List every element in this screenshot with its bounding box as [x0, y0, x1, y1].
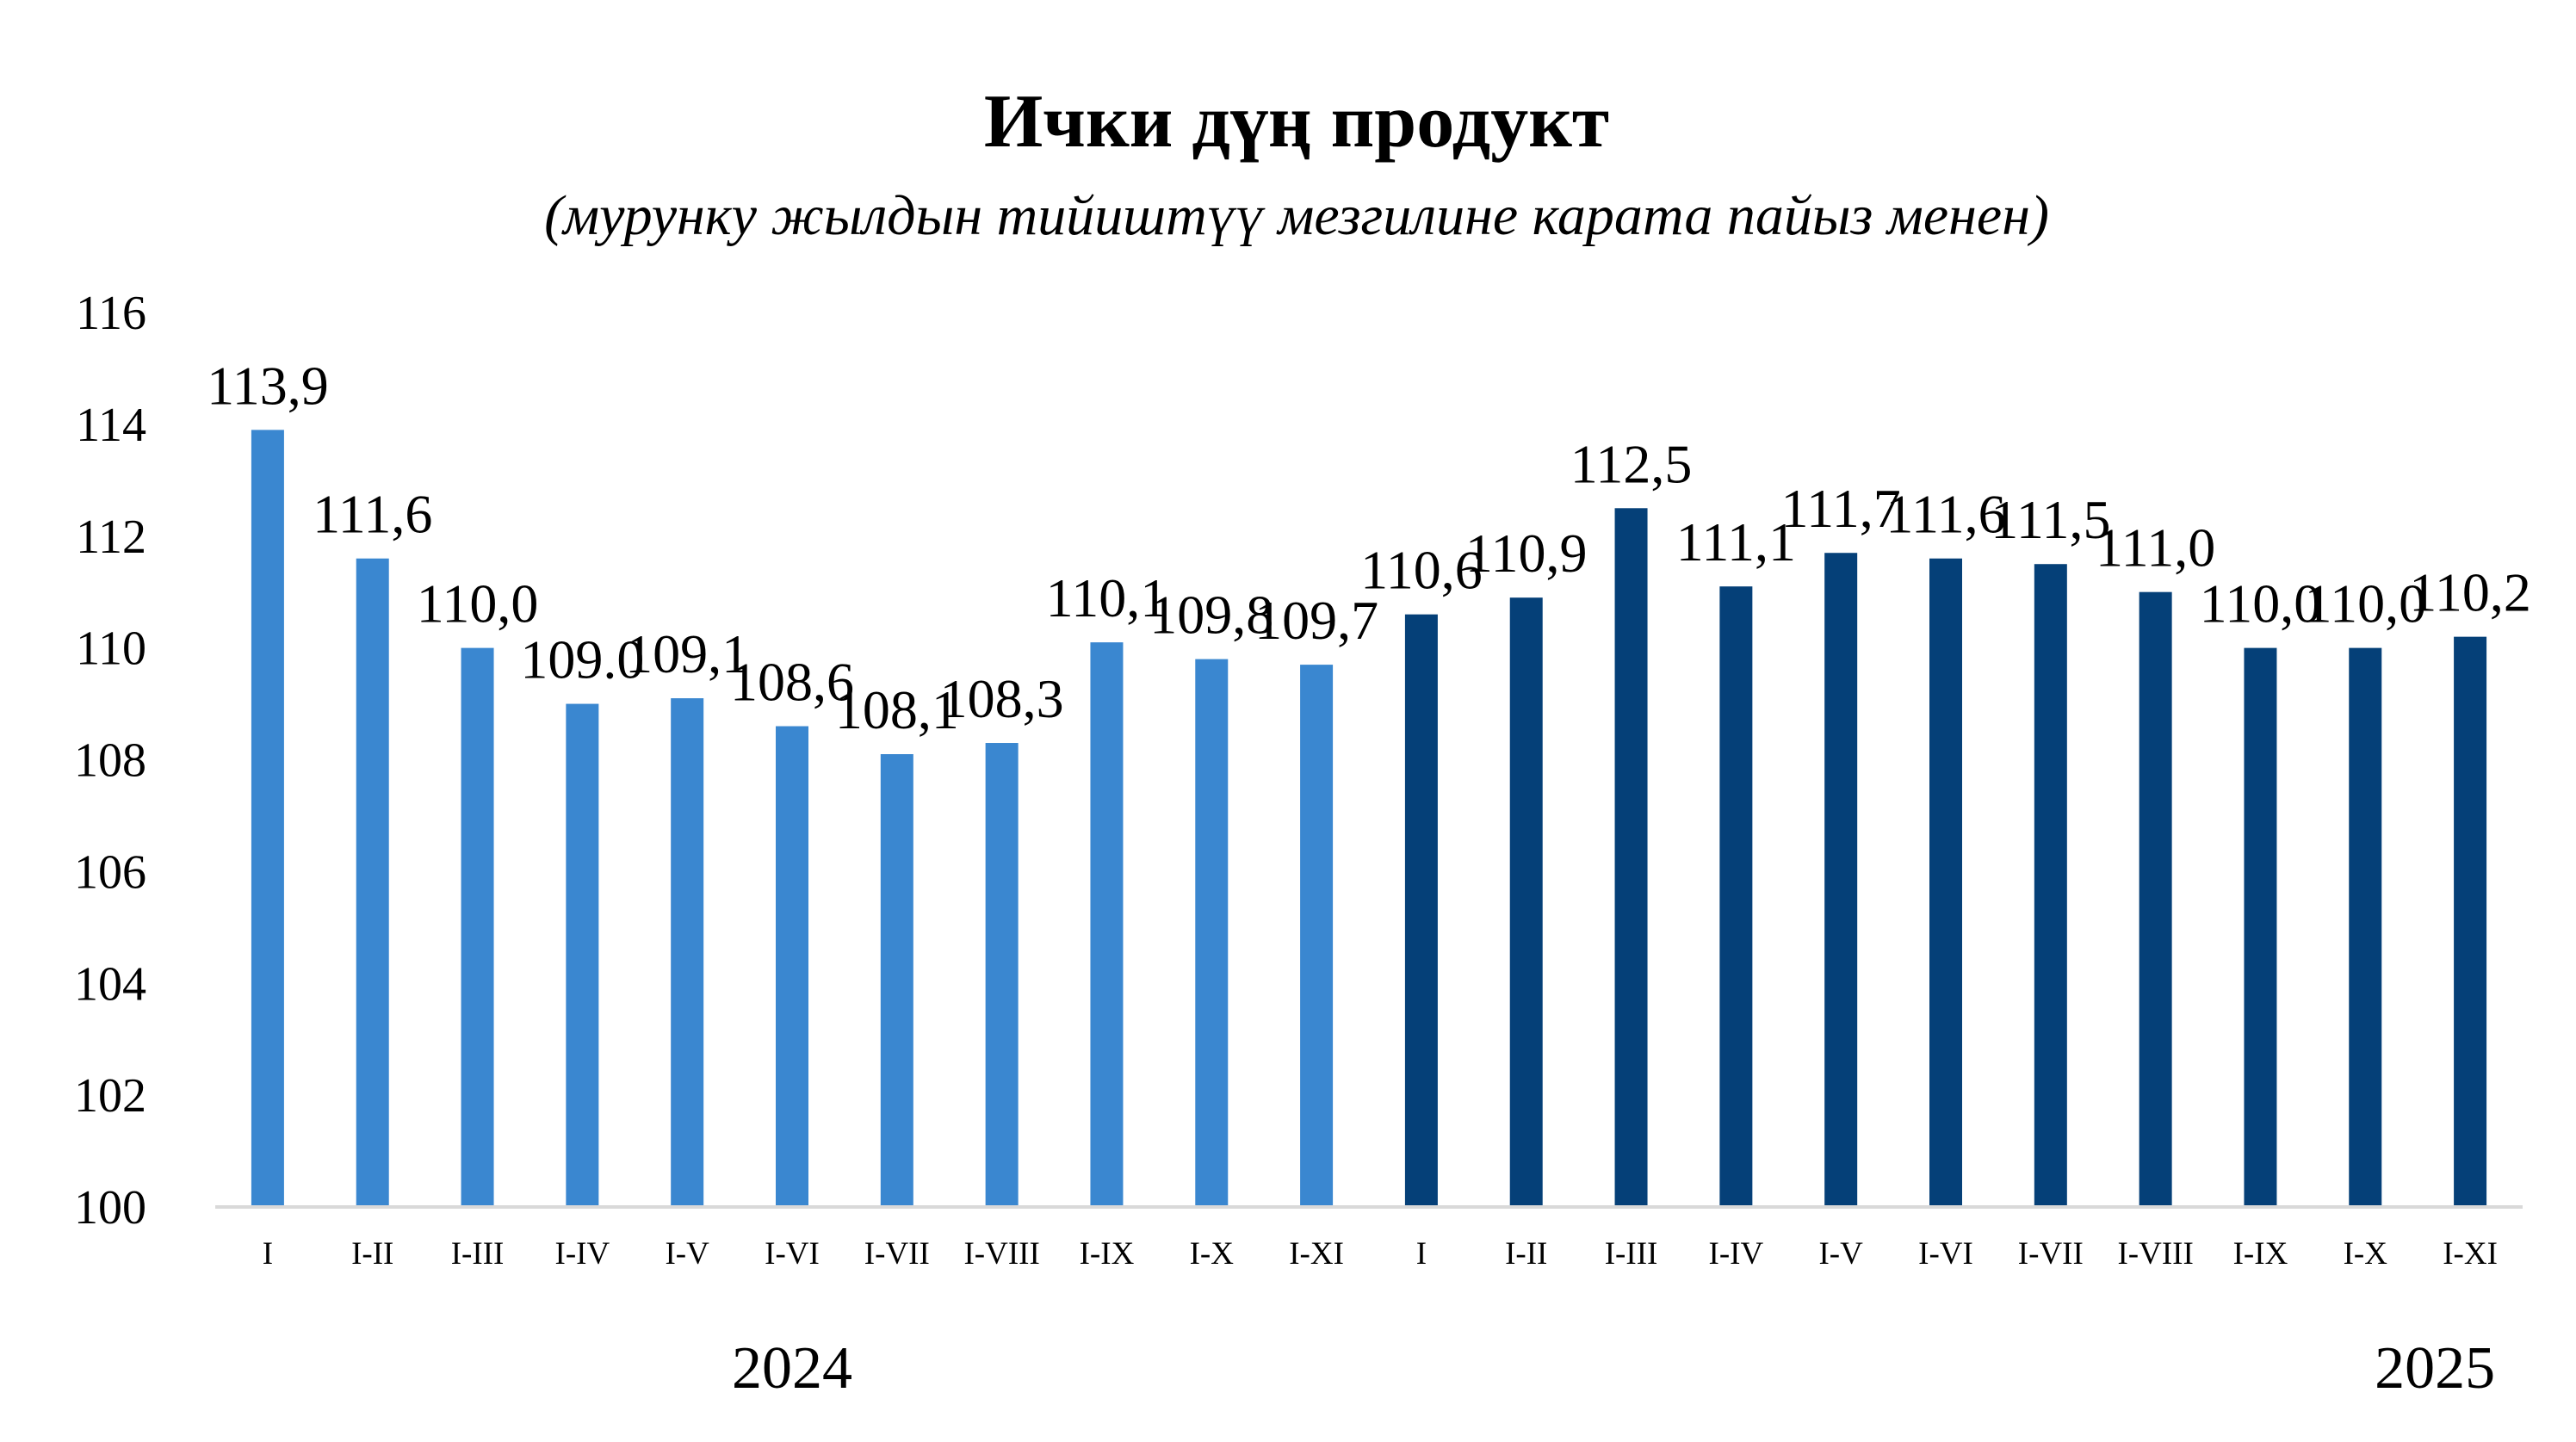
bar — [1300, 665, 1334, 1207]
x-tick-label: I-IX — [1080, 1236, 1135, 1272]
x-tick-label: I-XI — [2443, 1236, 2498, 1272]
data-label: 113,9 — [207, 355, 329, 416]
data-label: 109,8 — [1149, 585, 1273, 646]
x-tick-label: I — [1416, 1236, 1427, 1272]
x-tick-label: I-X — [2344, 1236, 2388, 1272]
bars — [251, 430, 2487, 1207]
x-tick-label: I-II — [1505, 1236, 1547, 1272]
x-tick-label: I-II — [351, 1236, 393, 1272]
data-label: 111,1 — [1676, 511, 1796, 572]
bar — [2034, 564, 2067, 1207]
x-tick-label: I-IV — [1709, 1236, 1764, 1272]
data-label: 111,6 — [1886, 484, 2005, 545]
data-label: 112,5 — [1570, 433, 1693, 494]
x-tick-label: I-III — [1605, 1236, 1658, 1272]
bar — [2454, 636, 2487, 1207]
bar — [1824, 553, 1858, 1207]
bar — [566, 703, 599, 1207]
bar — [1509, 597, 1543, 1207]
y-tick-label: 112 — [76, 511, 146, 564]
data-label: 110,0 — [2304, 573, 2426, 634]
y-tick-label: 116 — [76, 287, 146, 340]
x-axis: I I-II I-III I-IV I-V I-VI I-VII I-VIII I-IX I-X I… — [263, 1236, 2498, 1272]
chart-subtitle: (мурунку жылдын тийиштүү мезгилине карат… — [544, 184, 2049, 247]
y-tick-label: 104 — [74, 957, 146, 1011]
bar — [1614, 508, 1648, 1207]
bar — [1195, 659, 1229, 1207]
y-axis: 100 102 104 106 108 110 112 114 116 — [74, 287, 146, 1235]
year-label-2024: 2024 — [732, 1335, 852, 1402]
bar — [1929, 558, 1962, 1207]
year-label-2025: 2025 — [2375, 1335, 2495, 1402]
data-label: 108,6 — [730, 652, 854, 713]
data-label: 111,5 — [1991, 489, 2110, 550]
x-tick-label: I-VII — [2018, 1236, 2084, 1272]
x-tick-label: I-XI — [1289, 1236, 1344, 1272]
data-label: 108,1 — [835, 679, 959, 740]
bar — [356, 558, 389, 1207]
bar — [671, 698, 704, 1207]
bar — [1090, 642, 1124, 1207]
data-label: 111,0 — [2096, 517, 2215, 579]
x-tick-label: I-VIII — [2117, 1236, 2193, 1272]
data-label: 111,6 — [313, 484, 432, 545]
x-tick-label: I-X — [1190, 1236, 1235, 1272]
bar — [776, 726, 808, 1207]
x-tick-label: I-III — [451, 1236, 505, 1272]
bar — [1404, 614, 1438, 1207]
data-label: 110,6 — [1360, 540, 1483, 601]
data-label: 109,1 — [625, 623, 749, 684]
bar — [2349, 647, 2382, 1207]
data-label: 110,0 — [2200, 573, 2322, 634]
data-label: 110,0 — [417, 573, 539, 634]
x-tick-label: I-VIII — [963, 1236, 1039, 1272]
data-label: 108,3 — [940, 668, 1064, 729]
x-tick-label: I-V — [1818, 1236, 1863, 1272]
data-label: 109,7 — [1254, 590, 1378, 651]
data-label: 109.0 — [520, 629, 644, 690]
data-label: 110,1 — [1046, 567, 1168, 628]
year-labels: 2024 2025 — [732, 1335, 2495, 1402]
x-tick-label: I-IX — [2233, 1236, 2288, 1272]
x-tick-label: I-V — [665, 1236, 709, 1272]
bar — [985, 743, 1019, 1207]
x-tick-label: I — [263, 1236, 273, 1272]
data-label: 111,7 — [1781, 478, 1901, 539]
bar — [251, 430, 284, 1207]
data-labels: 113,9111,6110,0109.0109,1108,6108,1108,3… — [207, 355, 2531, 740]
bar — [1719, 586, 1753, 1207]
bar — [2139, 591, 2172, 1207]
y-tick-label: 100 — [74, 1181, 146, 1235]
bar — [880, 754, 913, 1207]
chart-title: Ички дүң продукт — [984, 80, 1609, 164]
x-tick-label: I-VI — [1918, 1236, 1973, 1272]
y-tick-label: 102 — [74, 1069, 146, 1123]
bar — [461, 647, 494, 1207]
y-tick-label: 108 — [74, 734, 146, 788]
x-tick-label: I-IV — [555, 1236, 610, 1272]
x-tick-label: I-VI — [765, 1236, 820, 1272]
bar — [2244, 647, 2277, 1207]
y-tick-label: 114 — [76, 399, 146, 452]
data-label: 110,9 — [1465, 523, 1588, 584]
y-tick-label: 106 — [74, 845, 146, 899]
y-tick-label: 110 — [76, 622, 146, 676]
x-tick-label: I-VII — [864, 1236, 930, 1272]
data-label: 110,2 — [2409, 562, 2531, 623]
